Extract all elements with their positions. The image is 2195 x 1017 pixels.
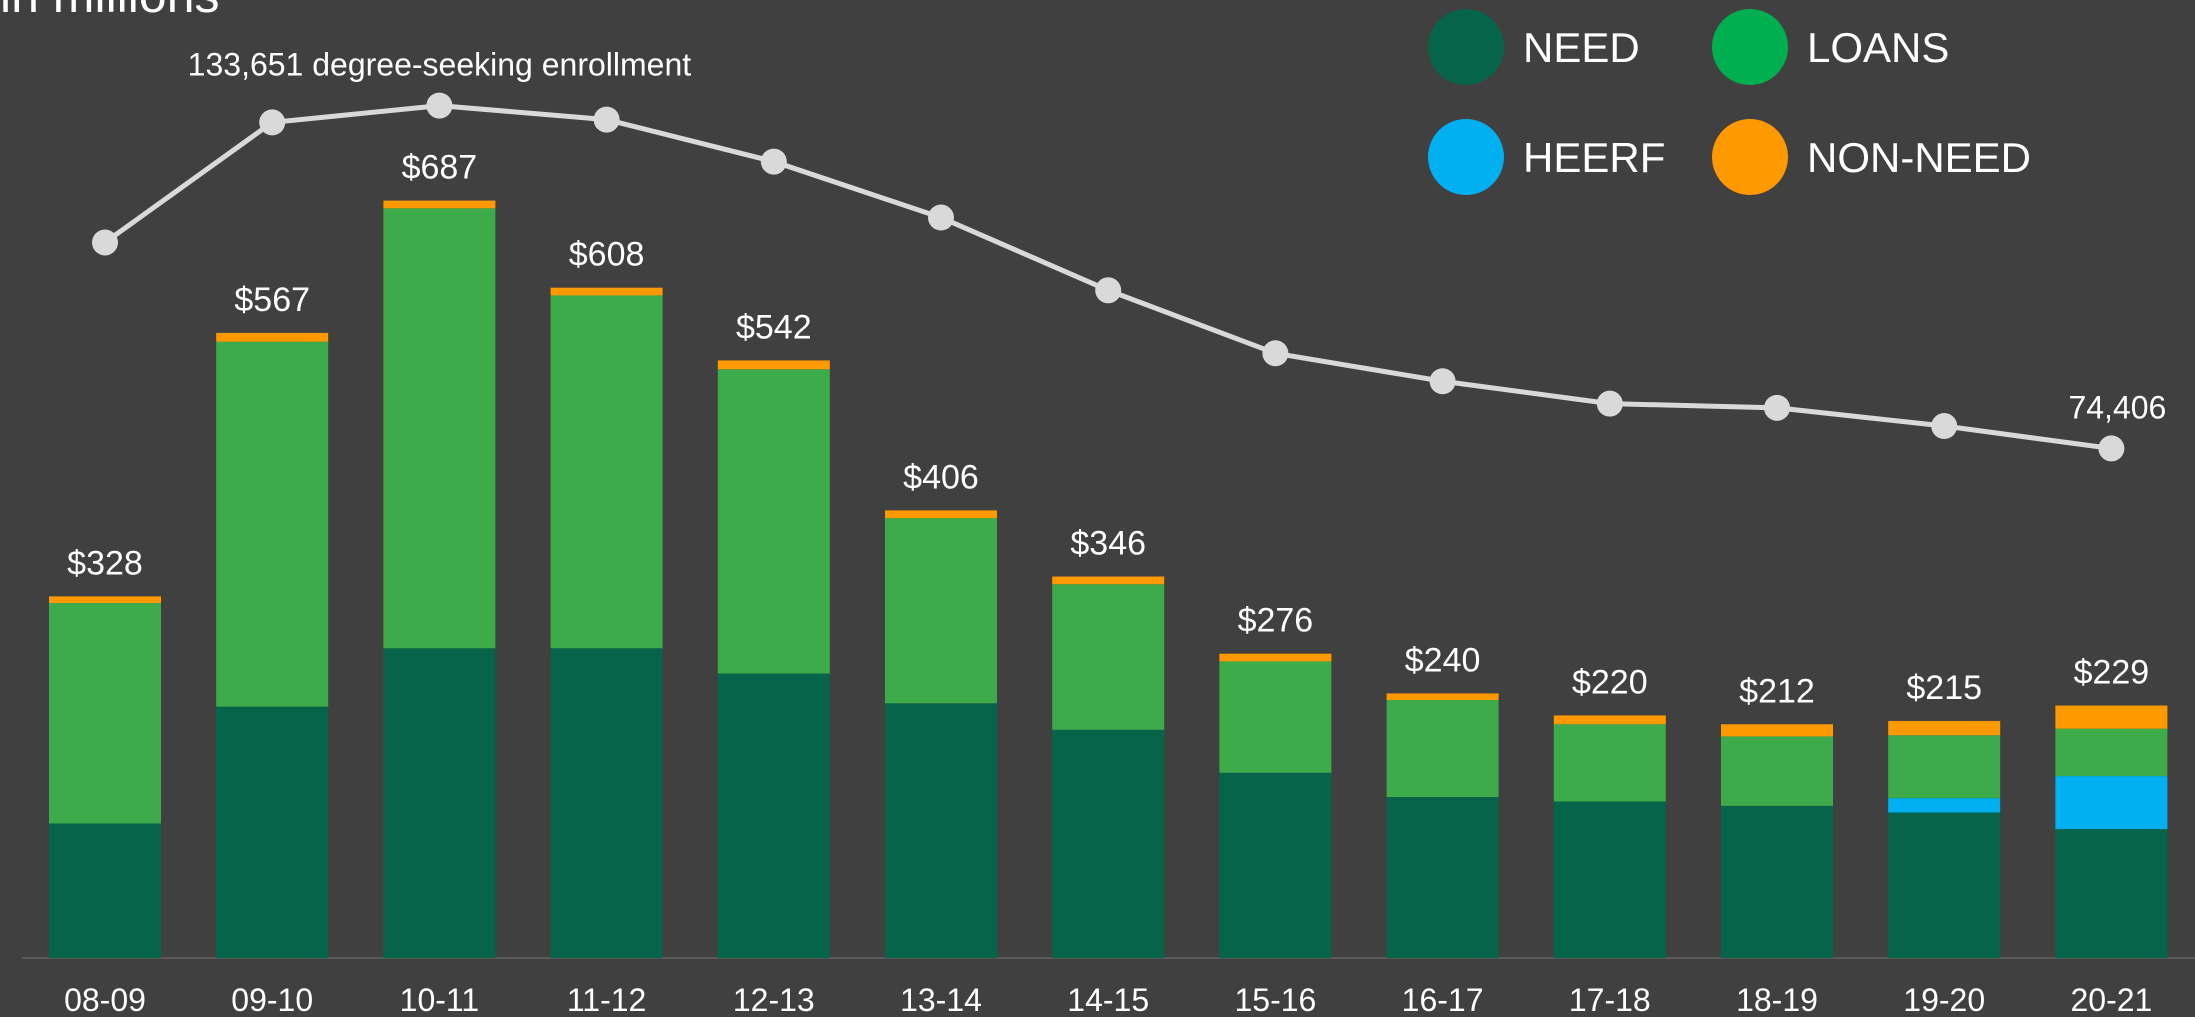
bar-segment	[49, 602, 161, 824]
enrollment-point	[1095, 277, 1122, 304]
enrollment-point	[593, 106, 620, 133]
line-label: 133,651 degree-seeking enrollment	[188, 47, 692, 83]
bar-segment	[1888, 735, 2001, 799]
x-tick-label: 16-17	[1402, 982, 1484, 1017]
bar-segment	[49, 596, 161, 603]
legend-swatch	[1428, 119, 1504, 195]
x-tick-label: 14-15	[1067, 982, 1149, 1017]
bar-segment	[1888, 812, 2001, 958]
x-tick-label: 17-18	[1569, 982, 1651, 1017]
x-tick-label: 08-09	[64, 982, 146, 1017]
bar-segment	[216, 341, 329, 707]
legend-label: HEERF	[1523, 134, 1665, 181]
bar-segment	[216, 332, 329, 342]
bar-segment	[1386, 797, 1499, 958]
bar-segment	[1721, 724, 1833, 737]
enrollment-point	[1262, 340, 1289, 367]
total-label: $276	[1238, 602, 1314, 640]
bar-segment	[885, 510, 997, 519]
bar-segment	[717, 360, 830, 370]
bar-segment	[717, 369, 830, 674]
bar-segment	[2055, 728, 2168, 777]
legend-label: NON-NEED	[1807, 134, 2031, 181]
legend-swatch	[1712, 9, 1788, 85]
legend-swatch	[1712, 119, 1788, 195]
bar-segment	[49, 823, 161, 958]
enrollment-point	[760, 148, 787, 175]
legend-label: NEED	[1523, 24, 1640, 71]
total-label: $212	[1739, 672, 1815, 710]
bar-segment	[1888, 720, 2001, 736]
bar-segment	[1052, 729, 1165, 958]
enrollment-point	[259, 109, 286, 136]
bar-segment	[2055, 829, 2168, 958]
bar-segment	[383, 200, 496, 209]
bar-segment	[1721, 736, 1833, 806]
bar-segment	[885, 703, 997, 958]
x-tick-label: 10-11	[400, 982, 479, 1017]
x-tick-label: 15-16	[1234, 982, 1316, 1017]
bar-segment	[717, 673, 830, 958]
enrollment-point	[1429, 368, 1456, 395]
enrollment-point	[92, 229, 118, 256]
total-label: $567	[234, 281, 310, 319]
bar-segment	[1052, 584, 1165, 730]
legend-label: LOANS	[1807, 24, 1949, 71]
bar-segment	[1553, 724, 1666, 802]
total-label: $240	[1405, 641, 1481, 679]
bar-segment	[1219, 661, 1332, 773]
bar-segment	[2055, 705, 2168, 729]
x-tick-label: 18-19	[1736, 982, 1818, 1017]
x-tick-label: 19-20	[1903, 982, 1985, 1017]
enrollment-point	[1931, 413, 1958, 440]
legend-swatch	[1428, 9, 1504, 85]
bar-segment	[1386, 700, 1499, 798]
x-tick-label: 13-14	[900, 982, 982, 1017]
bar-segment	[1553, 715, 1666, 725]
bar-segment	[383, 208, 496, 649]
total-label: $542	[736, 308, 812, 346]
bar-segment	[1386, 693, 1499, 701]
enrollment-point	[928, 204, 954, 231]
bar-segment	[1219, 772, 1332, 958]
chart-title: in millions	[0, 0, 220, 23]
x-tick-label: 09-10	[231, 982, 313, 1017]
bar-segment	[550, 648, 663, 958]
total-label: $687	[402, 149, 478, 187]
enrollment-point	[2098, 435, 2125, 462]
total-label: $215	[1906, 669, 1982, 707]
enrollment-point	[1764, 394, 1790, 421]
bar-segment	[1052, 576, 1165, 585]
enrollment-point	[426, 92, 453, 119]
x-tick-label: 20-21	[2070, 982, 2152, 1017]
bar-segment	[1219, 653, 1332, 662]
bar-segment	[1553, 801, 1666, 958]
total-label: $346	[1070, 525, 1146, 563]
total-label: $229	[2074, 654, 2150, 692]
bar-segment	[550, 295, 663, 649]
x-tick-label: 12-13	[733, 982, 815, 1017]
bar-segment	[550, 287, 663, 296]
bar-segment	[216, 706, 329, 958]
total-label: $328	[67, 544, 143, 582]
bar-segment	[383, 648, 496, 958]
total-label: $220	[1572, 663, 1648, 701]
total-label: $608	[569, 236, 645, 274]
bar-segment	[885, 518, 997, 704]
line-label: 74,406	[2068, 389, 2166, 425]
total-label: $406	[903, 458, 979, 496]
x-tick-label: 11-12	[567, 982, 646, 1017]
bar-segment	[1721, 805, 1833, 958]
enrollment-point	[1596, 390, 1623, 417]
bar-segment	[2055, 776, 2168, 830]
bar-segment	[1888, 798, 2001, 813]
